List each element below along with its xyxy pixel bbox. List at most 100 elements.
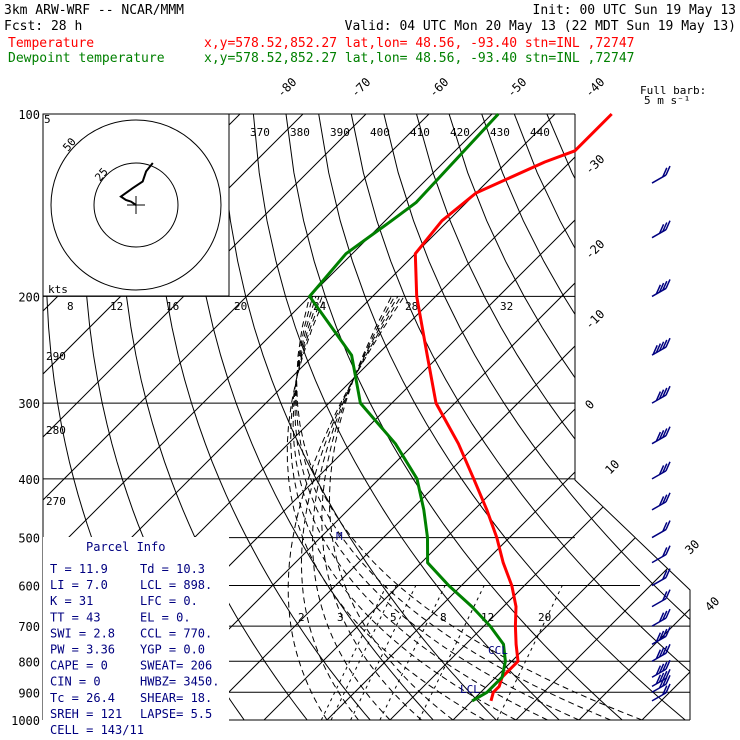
wind-barb — [651, 337, 671, 356]
plot-right-border — [574, 114, 691, 720]
wind-barb — [651, 426, 671, 445]
isotherm-line — [200, 114, 690, 720]
annotation-lcl: LCL — [460, 683, 480, 696]
dry-adiabat-line — [220, 114, 497, 720]
parcel-row-right: HWBZ= 3450. — [140, 675, 219, 689]
isotherm-label: 0 — [582, 397, 597, 412]
mixing-ratio-label: 12 — [110, 300, 123, 313]
parcel-row-right: LAPSE= 5.5 — [140, 707, 212, 721]
wind-barb — [651, 659, 671, 678]
wind-barbs — [651, 165, 671, 702]
theta-label: 400 — [370, 126, 390, 139]
legend-dewpoint-info: x,y=578.52,852.27 lat,lon= 48.56, -93.40… — [204, 51, 634, 66]
theta-label: 420 — [450, 126, 470, 139]
barb-legend-title: Full barb: — [640, 84, 706, 97]
isotherm-line — [452, 114, 690, 720]
mixing-ratio-low-label: 2 — [298, 611, 305, 624]
mixing-ratio-low-label: 8 — [440, 611, 447, 624]
mixing-ratio-line — [330, 585, 397, 720]
pressure-tick-label: 1000 — [11, 714, 40, 728]
hodograph-ring-outer — [50, 119, 222, 291]
parcel-row-left: CAPE = 0 — [50, 659, 108, 673]
wind-barb — [651, 674, 671, 693]
mixing-ratio-line — [350, 585, 417, 720]
wind-barb — [651, 279, 671, 298]
isotherm-label: -40 — [582, 75, 607, 100]
temperature-profile — [413, 112, 613, 702]
mixing-ratio-label: 16 — [166, 300, 179, 313]
theta-label: 370 — [250, 126, 270, 139]
moist-adiabat-line — [300, 296, 402, 720]
moist-adiabat-line — [311, 296, 399, 720]
dry-adiabat-line — [513, 114, 690, 720]
moist-adiabat-line — [286, 296, 485, 720]
parcel-row-right: LFC = 0. — [140, 594, 198, 608]
dry-adiabat-line — [285, 114, 623, 720]
isotherm-label: 10 — [602, 457, 622, 477]
isotherm-label: -80 — [274, 75, 299, 100]
pressure-tick-label: 100 — [18, 108, 40, 122]
dry-adiabat-line — [644, 114, 690, 720]
dry-adiabat-line — [416, 114, 690, 720]
isotherm-label: -60 — [426, 75, 451, 100]
dry-adiabat-line — [481, 114, 690, 720]
parcel-row-right: YGP = 0.0 — [140, 643, 205, 657]
pressure-tick-label: 900 — [18, 686, 40, 700]
parcel-row-right: EL = 0. — [140, 610, 191, 624]
wind-barb — [651, 165, 671, 184]
thetae-label: 270 — [46, 495, 66, 508]
wind-barb — [651, 492, 671, 511]
wind-barb — [651, 608, 671, 627]
parcel-info-box: Parcel Info T = 11.9 Td = 10.3 LI = 7.0 LCL… — [43, 537, 229, 737]
header-valid: Valid: 04 UTC Mon 20 May 13 (22 MDT Sun … — [345, 19, 736, 34]
wind-barb — [651, 626, 671, 645]
isotherm-label: -10 — [582, 307, 607, 332]
dry-adiabat-line — [383, 114, 690, 720]
isotherm-line — [43, 114, 493, 720]
mixing-ratio-low-label: 3 — [337, 611, 344, 624]
isotherm-line — [515, 114, 690, 720]
dry-adiabat-line — [187, 114, 434, 720]
isotherm-label: 40 — [702, 594, 722, 614]
parcel-row-left: T = 11.9 — [50, 562, 108, 576]
theta-label: 430 — [490, 126, 510, 139]
parcel-row-right: CCL = 770. — [140, 626, 212, 640]
isotherm-label: -20 — [582, 237, 607, 262]
header-model: 3km ARW-WRF -- NCAR/MMM — [4, 3, 184, 18]
profile-lines — [308, 112, 613, 703]
wind-barb — [651, 520, 671, 539]
wind-barb — [651, 643, 671, 662]
wind-barb — [651, 385, 671, 404]
wind-barb — [651, 683, 671, 702]
legend-dewpoint-label: Dewpoint temperature — [8, 51, 165, 66]
pressure-tick-label: 700 — [18, 620, 40, 634]
parcel-row-right: LCL = 898. — [140, 578, 212, 592]
parcel-row-right: Td = 10.3 — [140, 562, 205, 576]
isotherm-line — [43, 114, 367, 720]
mixing-ratio-low-label: 5 — [390, 611, 397, 624]
parcel-row-right: SWEAT= 206 — [140, 659, 212, 673]
pressure-tick-label: 400 — [18, 473, 40, 487]
pressure-tick-label: 300 — [18, 397, 40, 411]
dry-adiabat-line — [154, 114, 371, 720]
parcel-row-left: Tc = 26.4 — [50, 691, 115, 705]
moist-adiabat-line — [296, 296, 643, 720]
moist-adiabat-line — [294, 296, 580, 720]
mixing-ratio-label: 20 — [234, 300, 247, 313]
barb-legend-value: 5 m s⁻¹ — [644, 94, 690, 107]
isotherm-label: -70 — [348, 75, 373, 100]
isotherm-label: -50 — [504, 75, 529, 100]
annotation-ccl: CCL — [488, 644, 508, 657]
dry-adiabat-line — [252, 114, 560, 720]
parcel-row-left: TT = 43 — [50, 610, 101, 624]
wind-barb — [651, 461, 671, 480]
parcel-row-left: K = 31 — [50, 594, 93, 608]
theta-label: 440 — [530, 126, 550, 139]
hodograph: 50 25 5 kts — [42, 113, 230, 297]
mixing-ratio-label: 8 — [67, 300, 74, 313]
thetae-label: 280 — [46, 424, 66, 437]
wind-barb — [651, 545, 671, 564]
isotherm-line — [389, 114, 690, 720]
header-fcst: Fcst: 28 h — [4, 19, 82, 34]
